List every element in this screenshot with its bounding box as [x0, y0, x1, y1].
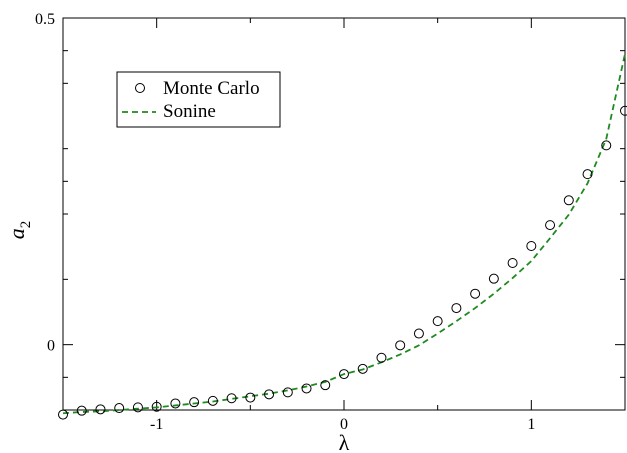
y-axis-label-base: a: [4, 228, 29, 239]
monte-carlo-point: [76, 405, 87, 416]
axis-ticks: [62, 17, 626, 410]
monte-carlo-point: [132, 402, 143, 413]
monte-carlo-point: [395, 340, 406, 351]
monte-carlo-point: [413, 328, 424, 339]
monte-carlo-series: [58, 105, 627, 420]
monte-carlo-point: [114, 403, 125, 414]
y-tick-label: 0: [47, 338, 55, 355]
monte-carlo-point: [207, 395, 218, 406]
monte-carlo-point: [582, 169, 593, 180]
monte-carlo-point: [245, 392, 256, 403]
monte-carlo-point: [301, 383, 312, 394]
legend-monte-carlo-marker: [135, 83, 145, 93]
sonine-line: [62, 53, 626, 415]
monte-carlo-point: [226, 393, 237, 404]
legend-monte-carlo-label: Monte Carlo: [163, 78, 260, 99]
monte-carlo-point: [189, 397, 200, 408]
monte-carlo-point: [58, 409, 68, 420]
monte-carlo-point: [264, 389, 275, 400]
y-axis-label: a2: [4, 221, 34, 240]
monte-carlo-point: [451, 303, 462, 314]
axis-tick-labels: -1 0 1 0 0.5: [35, 11, 535, 433]
legend-sonine-label: Sonine: [163, 101, 216, 122]
monte-carlo-point: [620, 105, 627, 116]
sonine-series: [62, 53, 626, 415]
x-tick-label: 0: [340, 416, 348, 433]
monte-carlo-point: [151, 401, 162, 412]
y-tick-label: 0.5: [35, 11, 55, 28]
monte-carlo-point: [507, 258, 518, 268]
legend-box: [116, 71, 281, 128]
monte-carlo-point: [563, 195, 574, 206]
monte-carlo-point: [376, 352, 387, 363]
legend: Monte Carlo Sonine: [116, 71, 281, 128]
monte-carlo-point: [357, 363, 368, 374]
monte-carlo-point: [470, 288, 481, 299]
x-tick-label: 1: [527, 416, 535, 433]
monte-carlo-point: [488, 273, 499, 284]
y-axis-label-subscript: 2: [18, 221, 34, 229]
monte-carlo-point: [95, 404, 106, 415]
monte-carlo-point: [432, 316, 443, 327]
monte-carlo-point: [282, 387, 293, 398]
monte-carlo-point: [320, 380, 331, 391]
monte-carlo-point: [526, 241, 537, 252]
monte-carlo-point: [339, 369, 349, 380]
x-axis-label: λ: [339, 430, 350, 453]
monte-carlo-point: [170, 398, 181, 409]
monte-carlo-point: [545, 220, 556, 231]
x-tick-label: -1: [150, 416, 163, 433]
monte-carlo-point: [601, 140, 612, 151]
